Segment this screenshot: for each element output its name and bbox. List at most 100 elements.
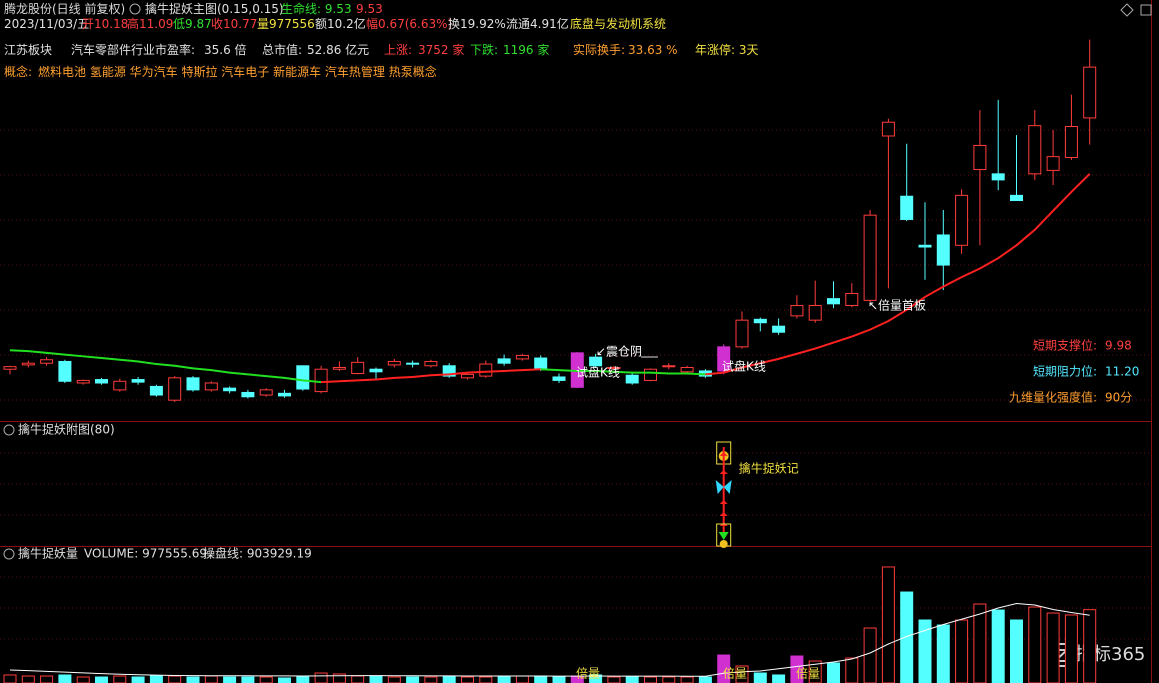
- volume-bar: [827, 662, 840, 683]
- candle-body: [900, 195, 914, 220]
- volume-bar: [936, 624, 950, 683]
- concepts-label: 概念:: [4, 65, 33, 79]
- candle-body: [461, 373, 474, 379]
- candle-body: [936, 234, 950, 266]
- candle-body: [424, 360, 438, 367]
- candle-body: [113, 380, 127, 391]
- volume-label: VOLUME: 977555.69: [84, 547, 207, 561]
- candle-body: [351, 361, 365, 375]
- volume-bar: [223, 676, 237, 683]
- stock-name: 腾龙股份(日线 前复权): [4, 2, 126, 16]
- candle-body: [1028, 125, 1042, 175]
- volume-bar: [863, 627, 877, 683]
- candle-body: [772, 325, 786, 333]
- turnover: 换19.92%: [448, 17, 506, 31]
- volume-line: [9, 602, 1090, 677]
- candle-body: [497, 358, 511, 364]
- candle-body: [186, 377, 200, 391]
- pe-value: 35.6 倍: [204, 43, 247, 57]
- volume-bar: [534, 675, 548, 683]
- volume-annotation: 倍量: [796, 666, 820, 681]
- candle-body: [644, 368, 657, 381]
- volume-bar: [607, 676, 621, 683]
- candle-body: [387, 360, 401, 366]
- level-value: 90分: [1105, 391, 1132, 405]
- candle-body: [753, 318, 767, 324]
- candle-body: [552, 376, 566, 381]
- panel-title: 擒牛捉妖量: [18, 546, 78, 561]
- signal-coin: [719, 540, 728, 548]
- volume-bar: [241, 676, 255, 683]
- volume-bar: [1046, 612, 1060, 683]
- candle-body: [204, 382, 218, 391]
- candle-body: [808, 305, 822, 321]
- volume-bar: [442, 675, 456, 683]
- limit-up: 年涨停: 3天: [695, 43, 759, 57]
- volume-bar: [698, 676, 712, 683]
- life-line-label: 生命线: 9.53: [281, 2, 352, 16]
- candle-body: [1064, 126, 1078, 159]
- float: 流通4.91亿: [506, 17, 569, 31]
- volume-bar: [76, 676, 90, 683]
- candle-body: [973, 144, 987, 171]
- candle-body: [58, 360, 72, 382]
- volume-bar: [461, 676, 474, 683]
- signal-butterfly: [715, 480, 732, 494]
- volume-bar: [515, 675, 529, 683]
- candle-body: [662, 365, 676, 368]
- volume-annotation: 倍量: [576, 666, 600, 681]
- candle-body: [259, 389, 273, 396]
- level-name: 九维量化强度值:: [1009, 390, 1097, 405]
- signal-arrow: [719, 512, 728, 516]
- candle-body: [680, 367, 694, 373]
- volume-bar: [808, 660, 822, 683]
- volume-bar: [259, 676, 273, 683]
- candle-body: [991, 173, 1005, 181]
- volume-bar: [717, 654, 731, 683]
- level-name: 短期阻力位:: [1033, 364, 1097, 379]
- candle-body: [369, 368, 383, 373]
- volume-bar: [1010, 619, 1023, 683]
- volume-bar: [204, 675, 218, 683]
- volume-bar: [625, 676, 639, 683]
- volume-bar: [131, 676, 145, 683]
- candle-body: [1046, 156, 1060, 171]
- candle-body: [863, 214, 877, 301]
- candle-body: [40, 359, 54, 364]
- candle-body: [479, 363, 493, 377]
- up-value: 3752 家: [418, 43, 465, 57]
- volume-bar: [845, 657, 859, 683]
- candle-body: [881, 121, 895, 137]
- panel-title: 擒牛捉妖附图(80): [18, 422, 115, 437]
- volume-bar: [186, 676, 200, 683]
- candle-body: [76, 379, 90, 384]
- life-line: [321, 368, 541, 384]
- volume: 量977556: [257, 17, 315, 31]
- signal-marker: [715, 441, 732, 548]
- turnover-label: 实际换手:: [573, 43, 626, 57]
- volume-bar: [21, 675, 35, 683]
- volume-bar: [955, 619, 969, 683]
- volume-bar: [1028, 606, 1042, 683]
- candle-body: [589, 356, 603, 367]
- candle-body: [955, 194, 969, 246]
- candle-body: [1083, 66, 1097, 119]
- volume-bar: [1083, 609, 1097, 683]
- level-value: 11.20: [1105, 365, 1139, 379]
- candle-body: [332, 367, 346, 370]
- life-line: [9, 349, 322, 384]
- concepts: 燃料电池 氢能源 华为汽车 特斯拉 汽车电子 新能源车 汽车热管理 热泵概念: [38, 65, 437, 79]
- life-line: [540, 368, 706, 376]
- candle-body: [3, 366, 17, 370]
- volume-bar: [753, 672, 767, 683]
- candle-body: [278, 392, 291, 397]
- volume-bar: [790, 655, 804, 683]
- board: 江苏板块: [4, 43, 53, 57]
- low: 低9.87: [173, 17, 212, 31]
- volume-annotation: 倍量: [723, 666, 747, 681]
- candle-body: [1010, 194, 1023, 202]
- up-label: 上涨:: [384, 43, 413, 57]
- volume-bar: [95, 676, 108, 683]
